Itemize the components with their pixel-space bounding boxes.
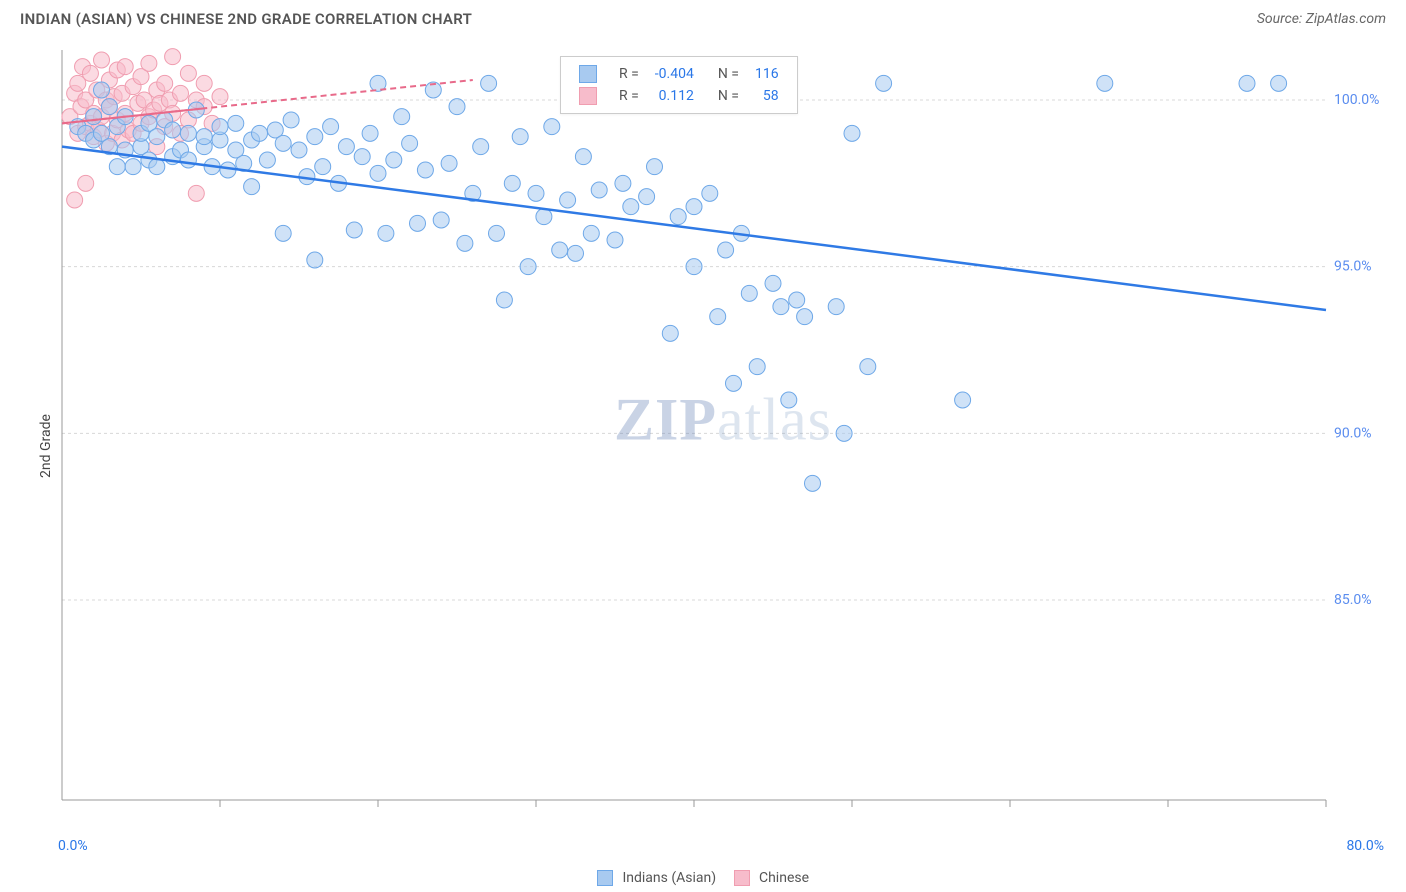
- stat-legend-row: R = -0.404 N = 116: [571, 63, 787, 85]
- stat-n-label: N =: [702, 85, 747, 107]
- legend-swatch: [579, 87, 597, 105]
- legend-swatch: [597, 870, 613, 886]
- chart-title: INDIAN (ASIAN) VS CHINESE 2ND GRADE CORR…: [20, 10, 472, 28]
- legend-swatch-cell: [571, 63, 611, 85]
- x-axis-max-label: 80.0%: [1346, 838, 1384, 854]
- stat-r-label: R =: [611, 63, 647, 85]
- svg-text:95.0%: 95.0%: [1334, 259, 1372, 275]
- stat-n-label: N =: [702, 63, 747, 85]
- svg-text:85.0%: 85.0%: [1334, 592, 1372, 608]
- stat-r-label: R =: [611, 85, 647, 107]
- legend-swatch: [734, 870, 750, 886]
- legend-swatch: [579, 65, 597, 83]
- legend-swatch-cell: [571, 85, 611, 107]
- svg-text:100.0%: 100.0%: [1334, 92, 1379, 108]
- chart-source: Source: ZipAtlas.com: [1257, 11, 1386, 27]
- stat-legend: R = -0.404 N = 116 R = 0.112 N = 58: [560, 56, 798, 114]
- stat-n-value: 116: [747, 63, 787, 85]
- stat-legend-table: R = -0.404 N = 116 R = 0.112 N = 58: [571, 63, 787, 107]
- stat-n-value: 58: [747, 85, 787, 107]
- chart-header: INDIAN (ASIAN) VS CHINESE 2ND GRADE CORR…: [0, 0, 1406, 34]
- svg-text:90.0%: 90.0%: [1334, 425, 1372, 441]
- legend-label: Indians (Asian): [622, 870, 716, 886]
- stat-r-value: 0.112: [647, 85, 702, 107]
- chart-container: INDIAN (ASIAN) VS CHINESE 2ND GRADE CORR…: [0, 0, 1406, 892]
- legend-label: Chinese: [759, 870, 809, 886]
- series-legend: Indians (Asian) Chinese: [0, 870, 1406, 886]
- y-axis-label: 2nd Grade: [38, 414, 54, 478]
- plot-area: 85.0%90.0%95.0%100.0% ZIPatlas R = -0.40…: [60, 48, 1386, 822]
- x-axis-min-label: 0.0%: [58, 838, 88, 854]
- stat-r-value: -0.404: [647, 63, 702, 85]
- stat-legend-row: R = 0.112 N = 58: [571, 85, 787, 107]
- chart-svg: 85.0% 90.0% 95.0% 100.0%: [60, 48, 1386, 822]
